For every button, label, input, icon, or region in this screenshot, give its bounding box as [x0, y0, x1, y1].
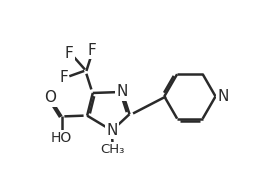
Text: N: N — [117, 85, 128, 99]
Text: HO: HO — [51, 131, 72, 145]
Text: F: F — [65, 46, 74, 61]
Text: F: F — [87, 43, 96, 58]
Text: O: O — [44, 90, 56, 105]
Text: N: N — [218, 89, 229, 104]
Text: CH₃: CH₃ — [101, 143, 125, 156]
Text: F: F — [59, 70, 68, 85]
Text: N: N — [106, 123, 118, 138]
